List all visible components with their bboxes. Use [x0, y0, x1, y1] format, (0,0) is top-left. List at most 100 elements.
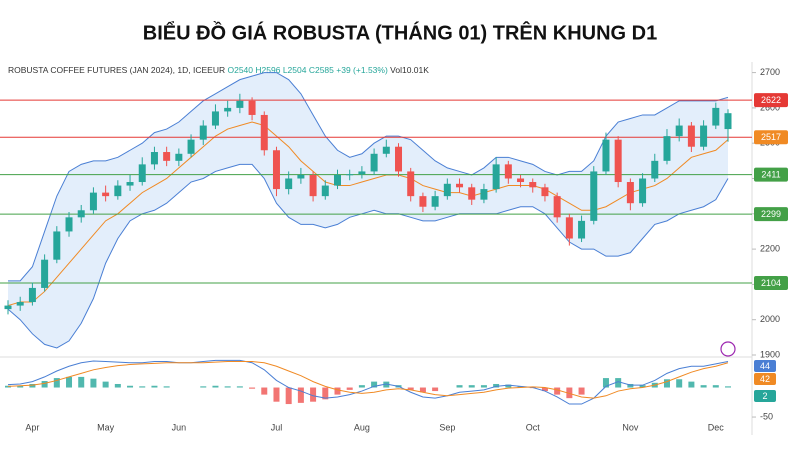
macd-histogram-bar: [224, 386, 231, 388]
candle-body: [102, 192, 110, 197]
x-tick-label: Oct: [526, 422, 541, 432]
band-lower: [7, 163, 729, 349]
x-tick-label: Jun: [172, 422, 187, 432]
macd-histogram-bar: [505, 384, 512, 388]
macd-histogram-bar: [114, 383, 121, 388]
level-label-box: [754, 93, 788, 108]
x-tick-label: Aug: [354, 422, 370, 432]
level-label: 2299: [761, 209, 781, 219]
candle-body: [211, 111, 219, 126]
level-label: 2411: [761, 169, 780, 179]
candle-body: [346, 174, 354, 176]
candle-body: [150, 152, 158, 165]
candle-body: [700, 125, 708, 147]
macd-histogram-bar: [688, 381, 695, 388]
candle-body: [163, 152, 171, 161]
candle-body: [175, 153, 183, 161]
macd-histogram-bar: [346, 387, 353, 390]
macd-histogram-bar: [419, 387, 426, 393]
macd-histogram-bar: [139, 386, 146, 388]
candle-body: [553, 196, 561, 218]
candle-body: [89, 192, 97, 211]
macd-histogram-bar: [566, 387, 573, 399]
candle-body: [614, 139, 622, 183]
candle-body: [138, 164, 146, 183]
x-tick-label: Jul: [271, 422, 283, 432]
macd-histogram-bar: [261, 387, 268, 395]
x-tick-label: Nov: [622, 422, 639, 432]
macd-histogram-bar: [468, 385, 475, 388]
macd-histogram-bar: [578, 387, 585, 395]
candle-body: [297, 174, 305, 179]
candle-body: [272, 150, 280, 190]
candle-body: [529, 182, 537, 188]
macd-histogram-bar: [383, 381, 390, 388]
legend-value: O2540: [227, 65, 253, 75]
x-tick-label: Sep: [439, 422, 455, 432]
candle-body: [687, 125, 695, 147]
macd-histogram-bar: [480, 385, 487, 388]
macd-histogram-bar: [663, 379, 670, 388]
candle-body: [41, 259, 49, 288]
candle-body: [602, 139, 610, 172]
candle-body: [456, 183, 464, 188]
macd-histogram-bar: [297, 387, 304, 403]
candle-body: [53, 231, 61, 260]
macd-histogram-bar: [90, 378, 97, 388]
macd-histogram-bar: [163, 386, 170, 388]
candle-body: [565, 217, 573, 239]
macd-line: [7, 359, 729, 405]
macd-histogram-bar: [493, 383, 500, 388]
candle-body: [517, 178, 525, 183]
level-label-box: [754, 207, 788, 222]
macd-histogram-bar: [615, 378, 622, 388]
macd-histogram-bar: [407, 387, 414, 390]
y-tick-label: 1900: [760, 349, 780, 359]
macd-histogram-bar: [322, 387, 329, 400]
candle-body: [480, 189, 488, 200]
band-upper: [8, 72, 729, 282]
macd-histogram-bar: [602, 378, 609, 388]
macd-histogram-bar: [151, 385, 158, 388]
legend-volume: Vol10.01K: [390, 65, 429, 75]
legend-name: ROBUSTA COFFEE FUTURES (JAN 2024), 1D, I…: [8, 65, 225, 75]
legend-value: +39 (+1.53%): [336, 65, 388, 75]
candle-body: [358, 171, 366, 175]
level-label-box: [754, 167, 788, 182]
candle-body: [382, 146, 390, 154]
macd-histogram-bar: [5, 385, 11, 388]
candle-body: [4, 305, 12, 310]
macd-histogram-bar: [212, 385, 219, 388]
macd-histogram-bar: [200, 386, 207, 388]
candle-body: [626, 182, 634, 204]
candle-body: [199, 125, 207, 140]
moving-average: [7, 121, 729, 307]
macd-histogram-bar: [236, 386, 243, 388]
macd-label: 2: [762, 391, 767, 401]
candle-body: [590, 171, 598, 221]
macd-label-box: [754, 390, 776, 402]
level-label: 2517: [761, 132, 781, 142]
x-tick-label: Dec: [708, 422, 725, 432]
macd-histogram-bar: [334, 387, 341, 395]
macd-histogram-bar: [66, 376, 73, 388]
candle-body: [321, 185, 329, 197]
y-tick-label: 2200: [760, 243, 780, 253]
candle-body: [260, 114, 268, 151]
candle-body: [407, 171, 415, 197]
legend-value: H2596: [255, 65, 280, 75]
y-tick-label: 2000: [760, 314, 780, 324]
macd-histogram-bar: [700, 385, 707, 388]
candle-body: [663, 136, 671, 161]
candle-body: [468, 187, 476, 200]
macd-histogram-bar: [358, 385, 365, 388]
candle-body: [333, 174, 341, 186]
candle-body: [370, 153, 378, 172]
candle-body: [309, 174, 317, 197]
macd-histogram-bar: [127, 385, 134, 388]
macd-histogram-bar: [285, 387, 292, 405]
legend-value: C2585: [309, 65, 334, 75]
candle-body: [504, 164, 512, 179]
